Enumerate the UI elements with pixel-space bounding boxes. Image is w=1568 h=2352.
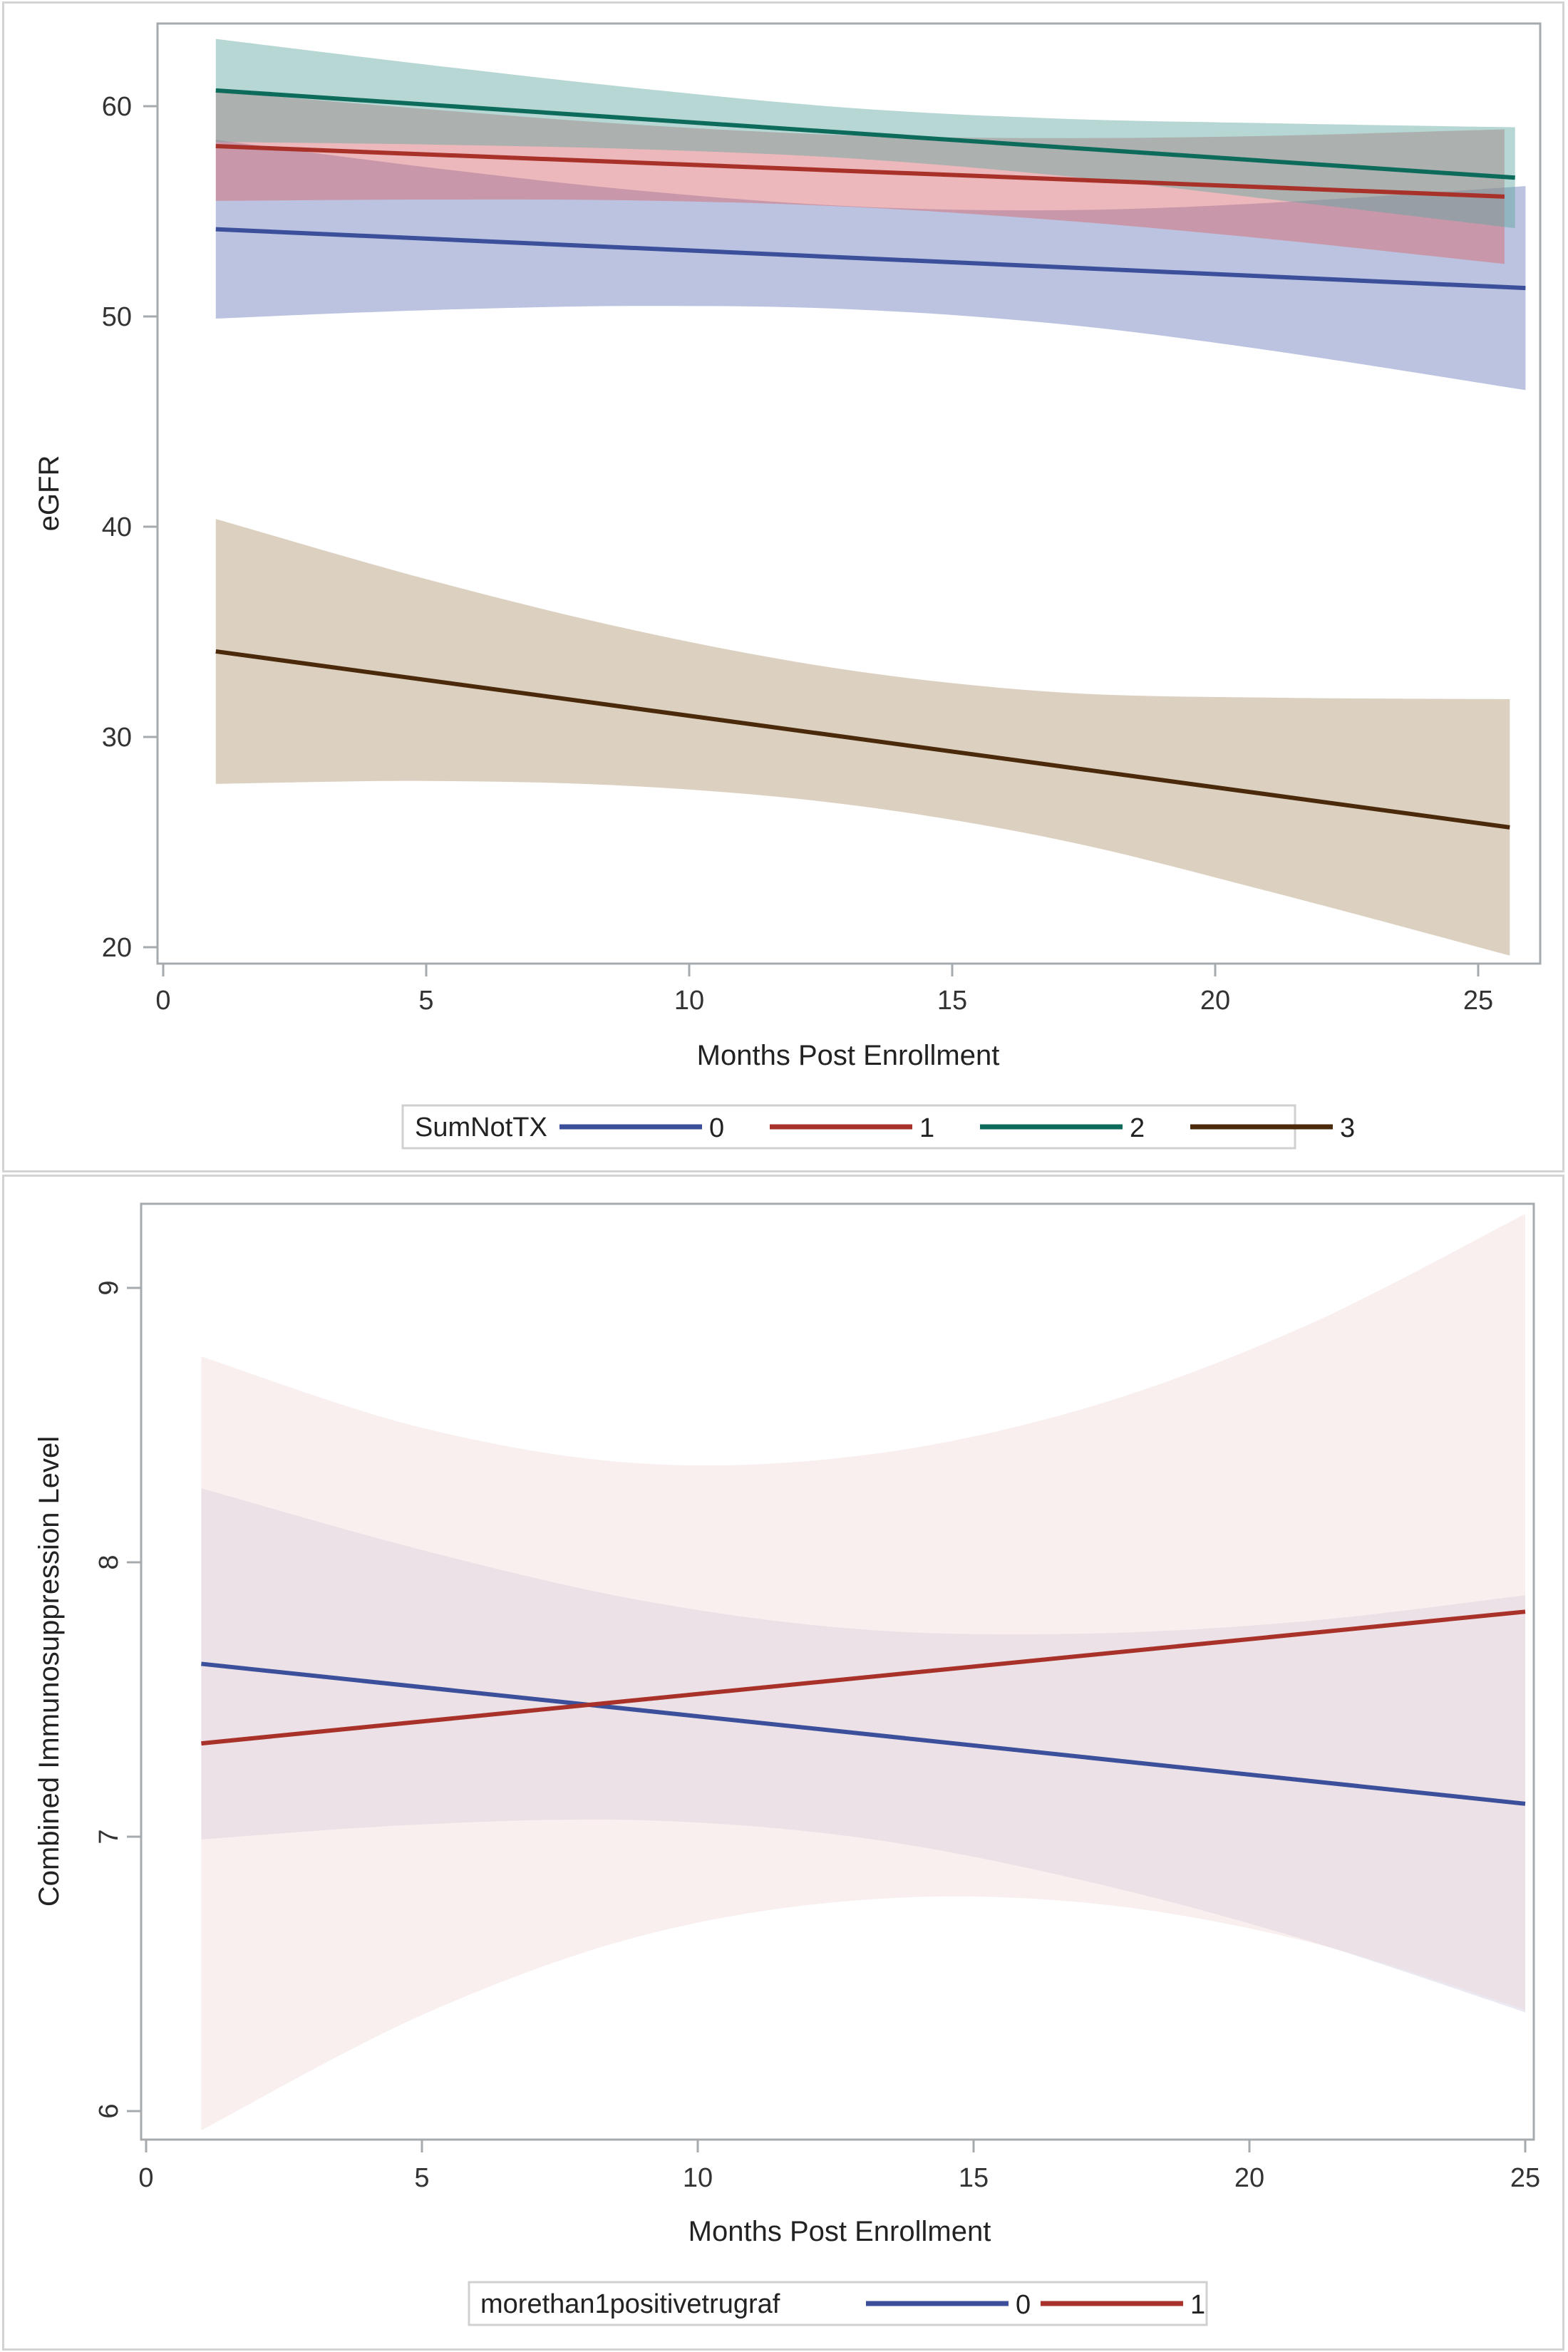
legend-label-2: 2 — [1130, 1113, 1145, 1143]
y-tick-label: 7 — [94, 1829, 124, 1844]
x-axis: 0 5 10 15 20 25 — [155, 964, 1493, 1016]
y-axis: 20 30 40 50 60 — [102, 92, 158, 963]
series-line-1 — [215, 144, 1505, 199]
x-tick-label: 20 — [1200, 986, 1230, 1016]
y-tick-label: 20 — [102, 933, 132, 963]
series-line-2 — [215, 88, 1515, 180]
plot-frame — [140, 1202, 1535, 2141]
x-tick-label: 15 — [937, 986, 967, 1016]
confidence-band-series-0 — [215, 140, 1526, 391]
series-lines — [215, 88, 1526, 830]
x-tick-label: 0 — [155, 986, 170, 1016]
confidence-bands — [201, 1214, 1525, 2130]
y-tick-label: 6 — [94, 2103, 124, 2118]
x-axis: 0 5 10 15 20 25 — [138, 2140, 1540, 2193]
x-tick-label: 0 — [138, 2163, 153, 2193]
y-tick-label: 40 — [102, 512, 132, 542]
confidence-band-series-0 — [201, 1488, 1525, 2013]
legend-title: morethan1positivetrugraf — [480, 2289, 780, 2319]
legend: SumNotTX 0 1 2 3 — [401, 1104, 1355, 1150]
x-tick-label: 25 — [1510, 2163, 1540, 2193]
y-tick-label: 9 — [94, 1280, 124, 1295]
legend-title: SumNotTX — [415, 1113, 547, 1143]
legend-label-0: 0 — [709, 1113, 724, 1143]
confidence-band-series-1 — [201, 1214, 1525, 2130]
x-tick-label: 15 — [959, 2163, 989, 2193]
y-axis-title: Combined Immunosuppression Level — [33, 1436, 65, 1907]
y-tick-label: 8 — [94, 1554, 124, 1569]
series-line-3 — [215, 649, 1510, 830]
series-line-0 — [215, 227, 1526, 291]
plot-frame — [156, 22, 1542, 965]
legend-label-0: 0 — [1016, 2290, 1031, 2320]
x-tick-label: 10 — [674, 986, 704, 1016]
x-tick-label: 5 — [414, 2163, 429, 2193]
x-tick-label: 20 — [1234, 2163, 1264, 2193]
x-axis-title: Months Post Enrollment — [688, 2216, 991, 2247]
confidence-band-series-1 — [215, 91, 1505, 264]
legend: morethan1positivetrugraf 0 1 — [468, 2281, 1208, 2326]
legend-label-3: 3 — [1340, 1113, 1355, 1143]
x-tick-label: 25 — [1463, 986, 1493, 1016]
y-tick-label: 30 — [102, 723, 132, 753]
y-axis-title: eGFR — [33, 455, 65, 532]
series-line-0 — [201, 1661, 1526, 1806]
y-tick-label: 60 — [102, 92, 132, 122]
y-tick-label: 50 — [102, 302, 132, 332]
series-lines — [201, 1609, 1526, 1806]
x-tick-label: 10 — [683, 2163, 713, 2193]
x-axis-title: Months Post Enrollment — [697, 1040, 1000, 1071]
y-axis: 6 7 8 9 — [94, 1280, 141, 2119]
x-tick-label: 5 — [418, 986, 433, 1016]
legend-label-1: 1 — [1190, 2290, 1205, 2320]
legend-label-1: 1 — [919, 1113, 934, 1143]
series-line-1 — [201, 1609, 1526, 1746]
